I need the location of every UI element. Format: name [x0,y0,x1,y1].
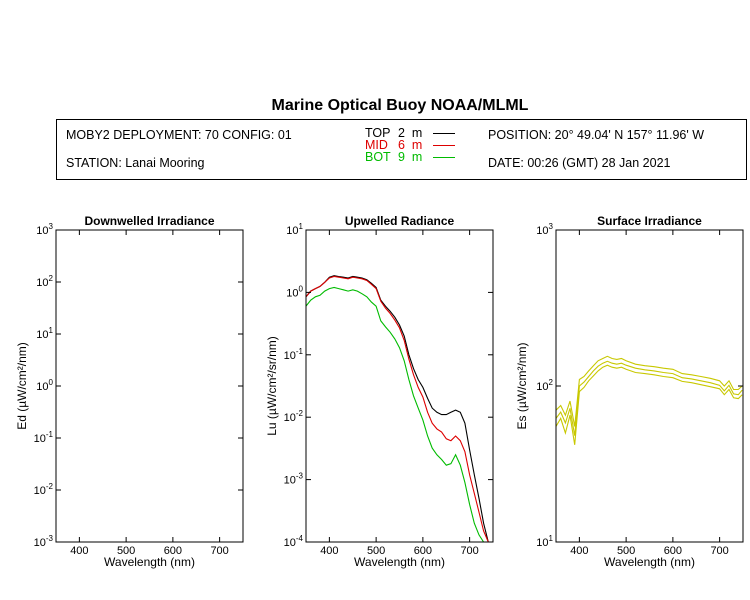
y-tick-label: 10-3 [34,534,54,549]
chart-main-title: Marine Optical Buoy NOAA/MLML [271,97,529,114]
plot-frame [555,229,744,543]
position-text: POSITION: 20° 49.04' N 157° 11.96' W [488,128,705,142]
x-tick-label: 700 [210,545,228,557]
y-tick-label: 10-1 [34,430,54,445]
series-line-3 [556,364,743,445]
y-tick-label: 100 [36,378,53,393]
plot-frame [55,229,244,543]
x-tick-label: 700 [460,545,478,557]
legend-line-swatch [433,157,455,158]
x-axis-label: Wavelength (nm) [604,555,695,569]
y-tick-label: 10-4 [284,534,304,549]
x-tick-label: 500 [617,545,635,557]
y-axis-label: Es (µW/cm²/nm) [515,343,529,430]
legend-depth: 9 m [398,150,423,164]
info-box: MOBY2 DEPLOYMENT: 70 CONFIG: 01 STATION:… [56,119,747,180]
series-line-3 [306,286,493,542]
series-line-2 [306,275,493,542]
legend-label: TOP [365,126,391,140]
y-tick-label: 103 [36,222,53,237]
x-tick-label: 400 [570,545,588,557]
legend-depth: 2 m [398,126,423,140]
y-tick-label: 101 [36,326,53,341]
y-tick-label: 102 [36,274,53,289]
x-tick-label: 500 [367,545,385,557]
y-tick-label: 10-2 [34,482,54,497]
x-axis-label: Wavelength (nm) [104,555,195,569]
legend-label: MID [365,138,388,152]
x-tick-label: 600 [414,545,432,557]
y-tick-label: 100 [286,284,303,299]
y-tick-label: 101 [286,222,303,237]
legend-line-swatch [433,145,455,146]
station-text: STATION: Lanai Mooring [66,156,205,170]
chart-panel-2: Upwelled Radiance 400 500 600 700 Wavelength … [265,214,494,569]
series-line-1 [556,355,743,427]
x-tick-label: 400 [70,545,88,557]
x-tick-label: 500 [117,545,135,557]
date-text: DATE: 00:26 (GMT) 28 Jan 2021 [488,156,671,170]
deployment-text: MOBY2 DEPLOYMENT: 70 CONFIG: 01 [66,128,292,142]
y-tick-label: 101 [536,534,553,549]
chart-title: Upwelled Radiance [345,214,455,228]
x-tick-label: 400 [320,545,338,557]
x-axis-label: Wavelength (nm) [354,555,445,569]
chart-title: Downwelled Irradiance [84,214,214,228]
y-axis-label: Lu (µW/cm²/sr/nm) [265,336,279,436]
chart-panel-1: Downwelled Irradiance 400 500 600 700 Wavelen… [15,214,244,569]
legend-line-swatch [433,133,455,134]
x-tick-label: 700 [710,545,728,557]
plot-frame [305,229,494,543]
x-tick-label: 600 [664,545,682,557]
y-tick-label: 102 [536,378,553,393]
x-tick-label: 600 [164,545,182,557]
chart-panel-3: Surface Irradiance 400 500 600 700 Wavelength… [515,214,744,569]
series-line-2 [556,360,743,436]
y-tick-label: 10-1 [284,347,304,362]
series-line-1 [306,275,493,542]
chart-title: Surface Irradiance [597,214,702,228]
y-tick-label: 10-2 [284,409,304,424]
legend-label: BOT [365,150,391,164]
y-tick-label: 10-3 [284,472,304,487]
y-axis-label: Ed (µW/cm²/nm) [15,342,29,430]
y-tick-label: 103 [536,222,553,237]
legend-depth: 6 m [398,138,423,152]
